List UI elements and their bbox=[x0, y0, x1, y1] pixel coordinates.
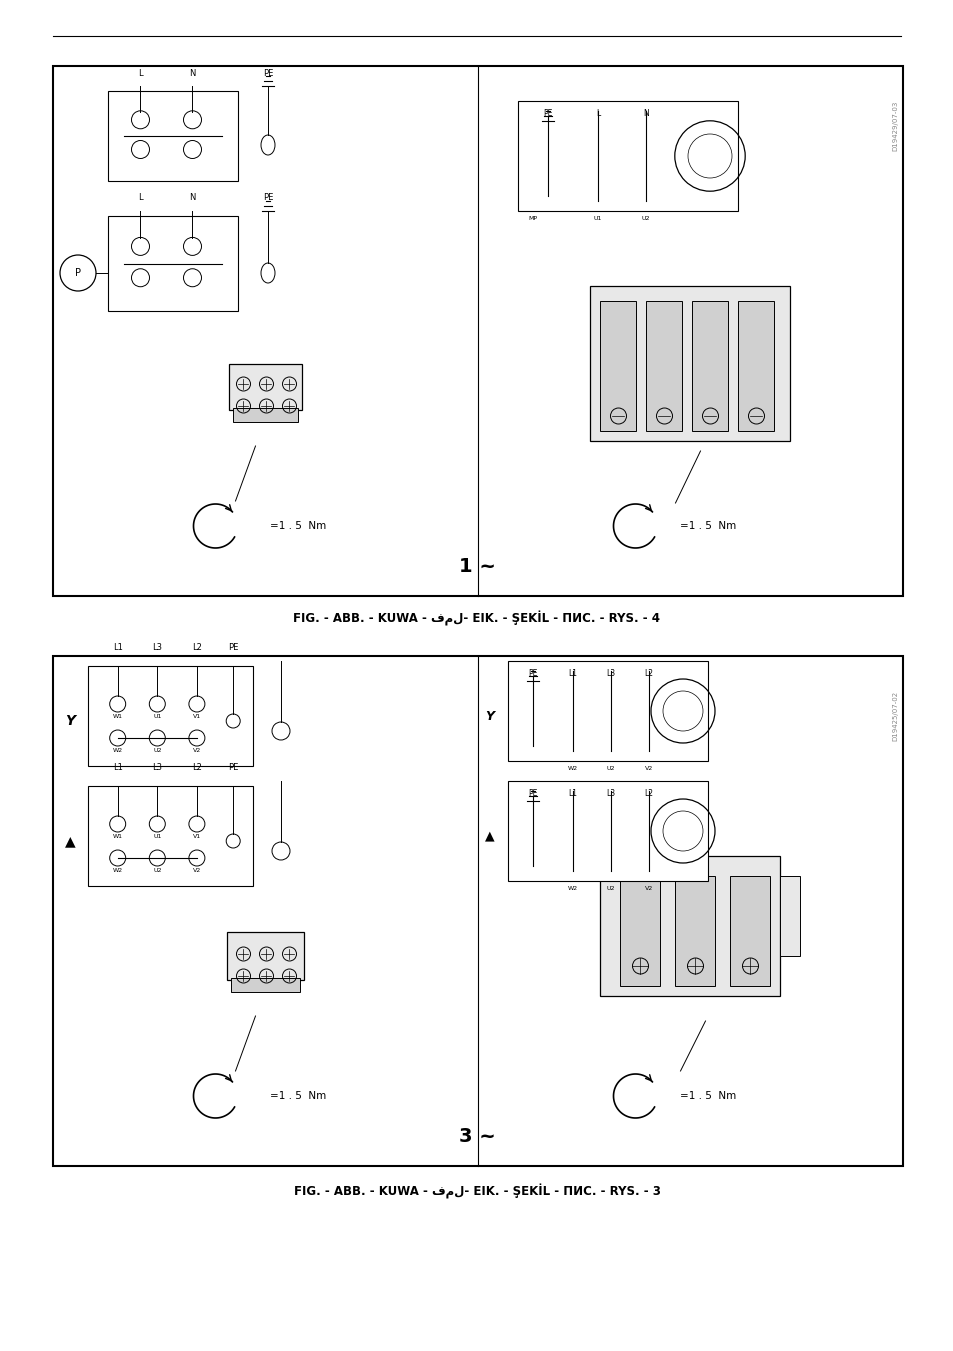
Text: MP: MP bbox=[528, 216, 537, 222]
Text: N: N bbox=[189, 193, 195, 203]
Text: D19425/07-02: D19425/07-02 bbox=[891, 690, 897, 742]
Text: L1: L1 bbox=[568, 669, 577, 678]
Text: L3: L3 bbox=[606, 669, 615, 678]
Text: U2: U2 bbox=[152, 747, 161, 753]
Text: W2: W2 bbox=[112, 867, 123, 873]
Text: PE: PE bbox=[528, 789, 537, 798]
Text: L2: L2 bbox=[192, 643, 202, 653]
Text: V2: V2 bbox=[644, 766, 653, 771]
Bar bbox=[599, 301, 636, 431]
Text: U2: U2 bbox=[641, 216, 650, 222]
Bar bbox=[619, 875, 659, 986]
Bar bbox=[108, 91, 237, 181]
Text: ▲: ▲ bbox=[65, 834, 75, 848]
Text: L1: L1 bbox=[112, 643, 123, 653]
Bar bbox=[590, 286, 790, 440]
Text: W1: W1 bbox=[112, 713, 123, 719]
Bar bbox=[231, 978, 299, 992]
Text: V2: V2 bbox=[193, 747, 201, 753]
Text: U1: U1 bbox=[593, 216, 601, 222]
Text: PE: PE bbox=[262, 193, 273, 203]
Text: PE: PE bbox=[528, 669, 537, 678]
Text: V2: V2 bbox=[644, 886, 653, 892]
Text: L1: L1 bbox=[112, 763, 123, 773]
Text: U1: U1 bbox=[152, 834, 161, 839]
Text: W1: W1 bbox=[112, 834, 123, 839]
Text: U2: U2 bbox=[606, 886, 615, 892]
Bar bbox=[53, 657, 902, 1166]
Text: L2: L2 bbox=[192, 763, 202, 773]
Bar bbox=[507, 781, 707, 881]
Bar bbox=[507, 661, 707, 761]
Text: L3: L3 bbox=[606, 789, 615, 798]
Bar bbox=[738, 301, 774, 431]
Text: Y: Y bbox=[485, 709, 494, 723]
Bar bbox=[692, 301, 728, 431]
Bar bbox=[108, 216, 237, 311]
Bar bbox=[88, 786, 253, 886]
Text: U1: U1 bbox=[152, 713, 161, 719]
Text: L3: L3 bbox=[152, 763, 162, 773]
Text: L2: L2 bbox=[644, 669, 653, 678]
Bar bbox=[227, 932, 304, 979]
Bar bbox=[229, 363, 301, 409]
Text: FIG. - ABB. - KUWA - فمل- EIK. - ŞEKİL - ПИС. - RYS. - 4: FIG. - ABB. - KUWA - فمل- EIK. - ŞEKİL -… bbox=[294, 611, 659, 626]
Bar bbox=[599, 857, 780, 996]
Text: P: P bbox=[75, 267, 81, 278]
Text: L1: L1 bbox=[568, 789, 577, 798]
Text: PE: PE bbox=[228, 643, 238, 653]
Bar bbox=[675, 875, 715, 986]
Text: D19429/07-03: D19429/07-03 bbox=[891, 101, 897, 151]
Text: PE: PE bbox=[228, 763, 238, 773]
Text: PE: PE bbox=[543, 109, 552, 118]
Bar bbox=[88, 666, 253, 766]
Text: W2: W2 bbox=[567, 886, 578, 892]
Text: W2: W2 bbox=[567, 766, 578, 771]
Text: PE: PE bbox=[262, 69, 273, 77]
Text: =1 . 5  Nm: =1 . 5 Nm bbox=[271, 1092, 327, 1101]
Text: L: L bbox=[138, 193, 143, 203]
Text: =1 . 5  Nm: =1 . 5 Nm bbox=[679, 1092, 736, 1101]
Bar bbox=[517, 101, 738, 211]
Bar bbox=[646, 301, 681, 431]
Text: U2: U2 bbox=[152, 867, 161, 873]
Bar bbox=[730, 875, 770, 986]
Text: V1: V1 bbox=[193, 834, 201, 839]
Bar bbox=[53, 66, 902, 596]
Text: V1: V1 bbox=[193, 713, 201, 719]
Text: L3: L3 bbox=[152, 643, 162, 653]
Text: N: N bbox=[189, 69, 195, 77]
Text: W2: W2 bbox=[112, 747, 123, 753]
Text: =1 . 5  Nm: =1 . 5 Nm bbox=[679, 521, 736, 531]
Text: ▲: ▲ bbox=[485, 830, 495, 843]
Text: =1 . 5  Nm: =1 . 5 Nm bbox=[271, 521, 327, 531]
Text: 3 ~: 3 ~ bbox=[458, 1127, 495, 1146]
Text: L: L bbox=[138, 69, 143, 77]
Text: Y: Y bbox=[65, 713, 75, 728]
Text: 1 ~: 1 ~ bbox=[458, 557, 495, 576]
Text: L: L bbox=[596, 109, 599, 118]
Text: V2: V2 bbox=[193, 867, 201, 873]
Text: U2: U2 bbox=[606, 766, 615, 771]
Bar bbox=[233, 408, 297, 422]
Text: N: N bbox=[642, 109, 648, 118]
Text: FIG. - ABB. - KUWA - فمل- EIK. - ŞEKİL - ПИС. - RYS. - 3: FIG. - ABB. - KUWA - فمل- EIK. - ŞEKİL -… bbox=[294, 1183, 659, 1198]
Bar bbox=[780, 875, 800, 957]
Text: L2: L2 bbox=[644, 789, 653, 798]
